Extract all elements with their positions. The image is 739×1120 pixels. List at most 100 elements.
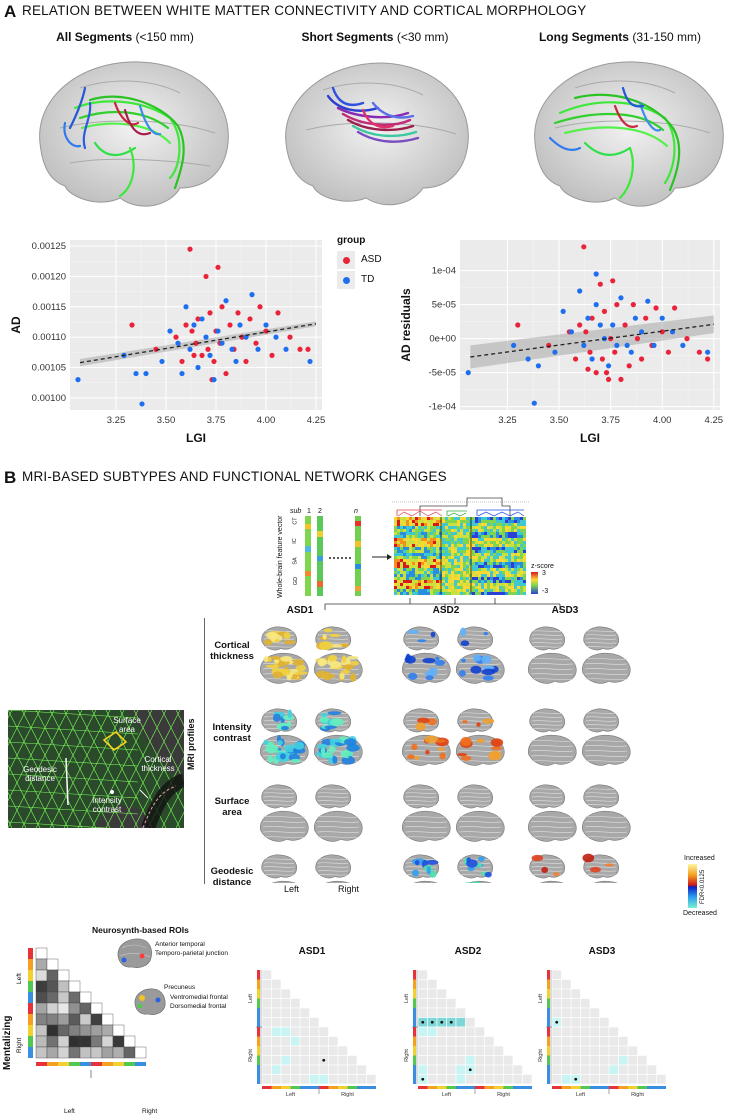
brain-sulcus xyxy=(317,820,359,823)
matrix-color-stripe-y xyxy=(257,1036,260,1046)
heatmap-cell xyxy=(430,577,433,580)
heatmap-cell xyxy=(463,571,466,574)
data-point-td xyxy=(525,356,531,362)
brain-sulcus xyxy=(585,870,617,872)
brain-effect-cluster xyxy=(332,756,338,764)
heatmap-cell xyxy=(472,577,475,580)
x-tick-label: 3.75 xyxy=(601,415,620,426)
matrix-color-stripe-x xyxy=(552,1086,562,1089)
heatmap-cell xyxy=(496,583,499,586)
brain-sulcus xyxy=(263,858,295,860)
heatmap-cell xyxy=(520,565,523,568)
data-point-td xyxy=(195,364,201,371)
roi-color-stripe-x xyxy=(113,1062,124,1066)
heatmap-cell xyxy=(511,577,514,580)
data-point-td xyxy=(560,308,566,314)
brain-effect-cluster xyxy=(280,725,290,731)
heatmap-cell xyxy=(439,571,442,574)
matrix-color-stripe-x xyxy=(484,1086,494,1089)
subtype-tree xyxy=(324,598,561,610)
heatmap-cell xyxy=(460,577,463,580)
heatmap-cell xyxy=(487,583,490,586)
connectivity-cell xyxy=(309,1074,320,1085)
heatmap-cell xyxy=(469,538,472,541)
heatmap-cell xyxy=(523,532,526,535)
brain-sulcus xyxy=(263,826,305,828)
heatmap-cell xyxy=(520,577,523,580)
heatmap-cell xyxy=(484,538,487,541)
connectivity-cell xyxy=(446,1026,457,1037)
brain-effect-cluster xyxy=(426,866,431,875)
heatmap-cell xyxy=(415,532,418,535)
heatmap-cell xyxy=(406,589,409,592)
heatmap-cell xyxy=(523,577,526,580)
heatmap-cell xyxy=(415,592,418,595)
connectivity-cell xyxy=(627,1055,638,1066)
brain-effect-cluster xyxy=(327,711,342,716)
heatmap-cell xyxy=(418,544,421,547)
heatmap-cell xyxy=(436,550,439,553)
heatmap-cell xyxy=(403,589,406,592)
connectivity-cell xyxy=(580,1074,591,1085)
heatmap-cell xyxy=(472,592,475,595)
brain-lateral-right xyxy=(582,734,631,766)
heatmap-cell xyxy=(490,583,493,586)
matrix-color-stripe-y xyxy=(547,989,550,999)
data-point-asd xyxy=(275,310,281,316)
brain-effect-cluster xyxy=(460,640,470,647)
heatmap-cell xyxy=(508,526,511,529)
connectivity-cell xyxy=(561,1074,572,1085)
connectivity-cell xyxy=(271,998,282,1009)
connectivity-cell xyxy=(436,1064,447,1075)
heatmap-cell xyxy=(400,565,403,568)
brain-effect-cluster xyxy=(341,756,356,765)
heatmap-cell xyxy=(487,586,490,589)
heatmap-cell xyxy=(436,568,439,571)
heatmap-cell xyxy=(421,547,424,550)
heatmap-cell xyxy=(433,586,436,589)
connectivity-cell xyxy=(551,1007,562,1018)
heatmap-cell xyxy=(463,529,466,532)
matrix-color-stripe-y xyxy=(413,1027,416,1037)
heatmap-cell xyxy=(454,577,457,580)
matrix-color-stripe-x xyxy=(609,1086,619,1089)
connectivity-cell xyxy=(261,1064,272,1075)
heatmap-cell xyxy=(436,544,439,547)
heatmap-cell xyxy=(523,538,526,541)
heatmap-cell xyxy=(421,583,424,586)
matrix-color-stripe-x xyxy=(628,1086,638,1089)
matrix-color-stripe-x xyxy=(561,1086,571,1089)
heatmap-cell xyxy=(484,526,487,529)
heatmap-cell xyxy=(514,529,517,532)
brain-effect-cluster xyxy=(322,671,333,681)
matrix-color-stripe-x xyxy=(618,1086,628,1089)
connectivity-cell xyxy=(561,1045,572,1056)
mesh-label-intensity-contrast: Intensity contrast xyxy=(92,796,122,814)
brain-effect-cluster xyxy=(407,754,415,760)
heatmap-cell xyxy=(475,580,478,583)
heatmap-cell xyxy=(448,547,451,550)
heatmap-cell xyxy=(472,532,475,535)
heatmap-cell xyxy=(418,586,421,589)
mentalizing-label: Mentalizing xyxy=(2,1015,13,1070)
heatmap-cell xyxy=(415,523,418,526)
heatmap-cell xyxy=(403,550,406,553)
connectivity-cell xyxy=(446,1074,457,1085)
heatmap-cell xyxy=(478,589,481,592)
data-point-asd xyxy=(638,356,645,362)
heatmap-cell xyxy=(484,520,487,523)
matrix-axis-right-label: Right xyxy=(341,1092,354,1098)
brain-sulcus xyxy=(317,831,359,834)
heatmap-cell xyxy=(448,535,451,538)
heatmap-cell xyxy=(409,526,412,529)
heatmap-cell xyxy=(481,547,484,550)
connectivity-cell xyxy=(465,1045,476,1056)
plot-panel xyxy=(460,240,720,410)
brain-sulcus xyxy=(531,800,563,802)
brain-sulcus xyxy=(531,638,563,640)
heatmap-cell xyxy=(439,535,442,538)
heatmap-cell xyxy=(421,523,424,526)
heatmap-cell xyxy=(490,577,493,580)
heatmap-cell xyxy=(418,559,421,562)
connectivity-cell xyxy=(589,1064,600,1075)
